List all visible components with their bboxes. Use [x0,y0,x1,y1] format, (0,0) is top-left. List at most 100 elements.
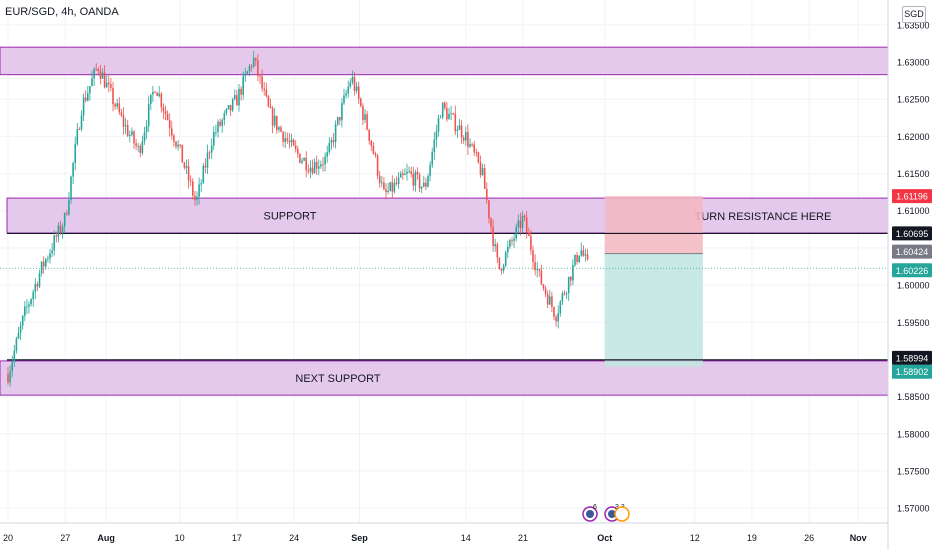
candle-body [273,115,276,126]
candle-body [366,114,368,130]
candle-body [534,262,536,271]
candle-body [580,250,583,256]
candle-body [393,182,396,192]
horizontal-lines [0,232,888,361]
economic-event-marker[interactable]: 6 [582,504,598,522]
candle-body [206,152,209,168]
candle-body [538,268,541,271]
candle-body [227,105,230,109]
candle-body [181,144,184,163]
candle-body [324,156,326,165]
candle-body [47,258,49,260]
candle-body [414,171,417,186]
candle-body [525,217,528,233]
candle-body [418,174,421,189]
candle-body [471,144,473,145]
candle-body [465,131,467,141]
candle-body [561,293,564,302]
candle-body [240,88,242,95]
price-badge [892,364,932,379]
price-badge [892,350,932,365]
candle-body [509,240,511,247]
candle-body [494,244,496,247]
candle-body [467,131,469,147]
candle-body [378,175,381,183]
y-tick-label: 1.58000 [897,429,930,439]
event-markers[interactable]: 6 3 3 [582,504,630,522]
candle-body [116,103,118,107]
candle-body [267,96,270,107]
candle-body [374,153,377,156]
candle-body [540,270,543,285]
candle-body [210,145,213,153]
candle-body [458,125,461,130]
short-position-tool[interactable] [604,196,703,367]
candle-body [322,164,324,166]
candle-body [336,117,339,125]
candle-body [263,88,265,90]
candle-body [563,293,566,295]
candle-body [339,117,341,121]
x-tick-label: 19 [747,533,757,543]
candle-body [294,145,297,149]
candle-body [519,220,522,229]
candle-body [45,259,47,267]
candle-body [383,182,385,190]
candle-body [204,165,207,168]
candle-body [271,108,274,126]
candle-body [286,138,289,141]
candle-body [61,226,64,233]
candle-body [122,115,125,127]
candle-body [95,68,97,70]
candle-body [19,325,22,333]
candle-body [202,165,205,184]
candle-body [36,284,39,287]
candle-body [66,213,68,215]
candle-body [357,86,360,99]
candle-body [574,255,576,265]
candle-body [404,173,406,175]
candle-body [420,186,423,189]
event-flag-icon [586,510,594,518]
candle-body [248,65,251,72]
candle-body [158,93,160,97]
economic-event-marker[interactable]: 3 3 [604,504,630,522]
candle-body [513,238,515,241]
price-badge [892,189,932,204]
candle-body [120,112,123,116]
candle-body [93,68,95,79]
candle-body [246,71,249,74]
candle-body [282,131,284,143]
candle-body [576,255,578,262]
candle-body [265,89,268,97]
candle-body [225,108,228,114]
candle-body [536,268,538,271]
candle-body [320,164,322,167]
candle-body [353,76,356,91]
candle-body [261,76,263,89]
candle-body [395,182,398,184]
candle-body [177,144,179,147]
candle-body [217,121,219,132]
price-badge-label: 1.60424 [896,247,929,257]
candle-body [194,195,196,200]
candle-body [385,189,387,193]
candle-body [441,102,444,118]
candle-body [124,125,127,127]
candle-body [328,142,331,153]
candle-body [349,82,352,87]
candle-body [200,183,202,185]
x-tick-label: 10 [175,533,185,543]
candle-body [433,139,436,152]
candle-body [13,350,16,362]
price-badge-label: 1.61196 [896,192,928,202]
y-tick-label: 1.57500 [897,466,930,476]
candle-body [74,143,76,163]
candle-body [446,108,448,120]
candle-body [242,76,244,95]
candle-body [406,171,408,174]
currency-badge[interactable]: SGD [902,6,926,23]
candle-body [364,114,366,120]
